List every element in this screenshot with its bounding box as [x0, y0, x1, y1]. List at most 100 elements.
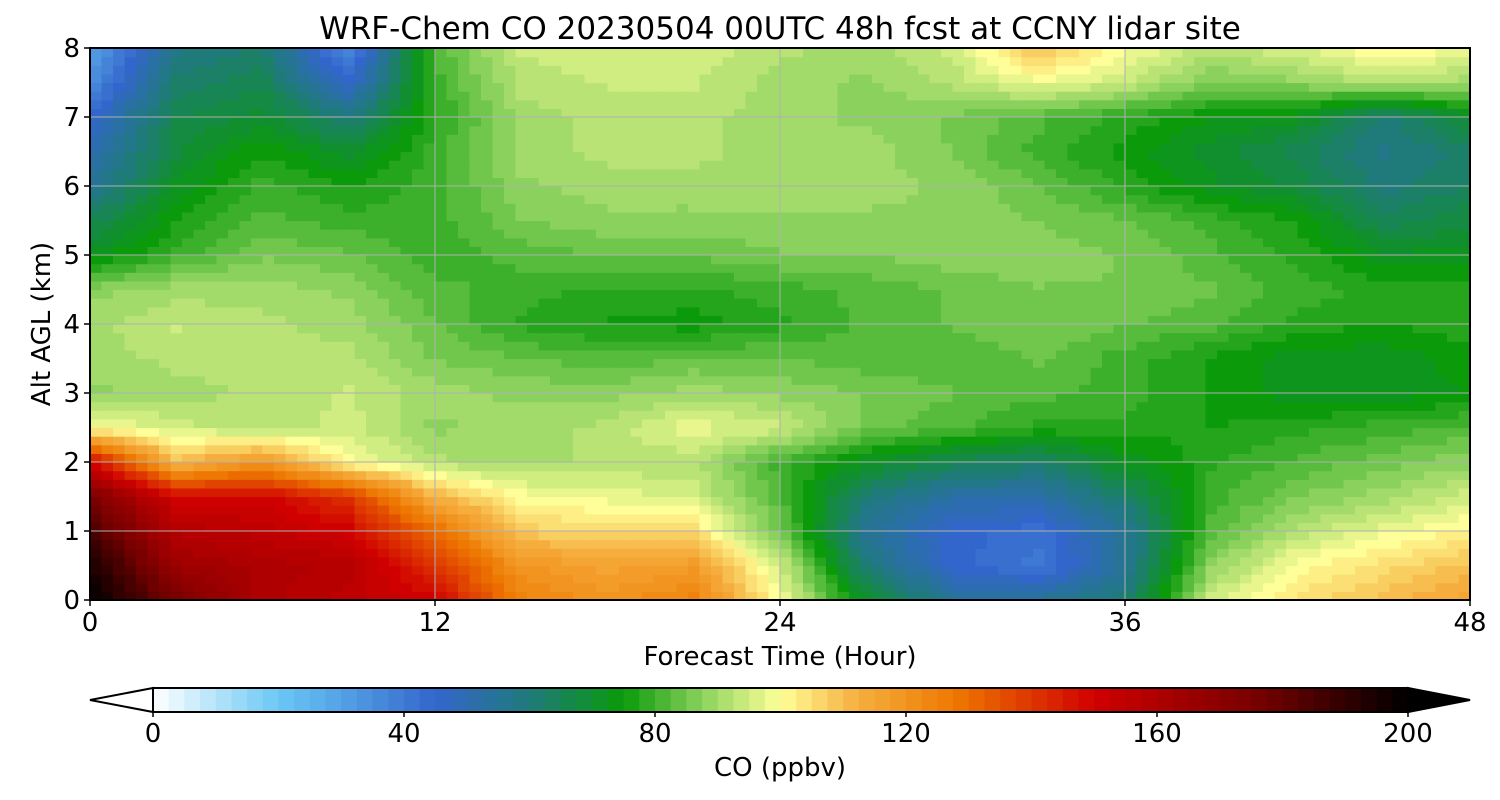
- heatmap-cell: [1228, 367, 1241, 377]
- heatmap-cell: [596, 410, 609, 420]
- heatmap-cell: [182, 306, 195, 316]
- heatmap-cell: [1182, 470, 1195, 480]
- heatmap-cell: [550, 410, 563, 420]
- heatmap-cell: [1228, 505, 1241, 515]
- heatmap-cell: [527, 358, 540, 368]
- heatmap-cell: [251, 470, 264, 480]
- heatmap-cell: [124, 418, 137, 429]
- heatmap-cell: [113, 272, 126, 282]
- heatmap-cell: [906, 289, 919, 299]
- heatmap-cell: [1090, 341, 1103, 351]
- heatmap-cell: [308, 410, 321, 420]
- heatmap-cell: [791, 513, 804, 523]
- heatmap-cell: [1182, 315, 1195, 325]
- heatmap-cell: [228, 556, 241, 567]
- heatmap-cell: [1102, 410, 1115, 420]
- heatmap-cell: [515, 375, 528, 385]
- heatmap-cell: [124, 289, 137, 299]
- heatmap-cell: [1401, 324, 1414, 334]
- heatmap-cell: [1205, 531, 1218, 541]
- heatmap-cell: [573, 539, 586, 549]
- heatmap-cell: [1090, 410, 1103, 420]
- heatmap-cell: [952, 470, 965, 480]
- heatmap-cell: [354, 548, 367, 558]
- heatmap-cell: [113, 470, 126, 480]
- heatmap-cell: [987, 548, 1000, 558]
- heatmap-cell: [389, 444, 402, 454]
- heatmap-cell: [90, 591, 103, 601]
- heatmap-cell: [308, 548, 321, 558]
- heatmap-cell: [170, 556, 183, 567]
- heatmap-cell: [584, 453, 597, 463]
- heatmap-cell: [193, 496, 206, 506]
- heatmap-cell: [205, 255, 218, 265]
- heatmap-cell: [1424, 548, 1437, 558]
- heatmap-cell: [1228, 479, 1241, 489]
- heatmap-cell: [1458, 341, 1471, 351]
- heatmap-cell: [538, 591, 551, 601]
- heatmap-cell: [412, 556, 425, 567]
- heatmap-cell: [389, 367, 402, 377]
- heatmap-cell: [872, 505, 885, 515]
- heatmap-cell: [849, 582, 862, 592]
- heatmap-cell: [872, 332, 885, 342]
- heatmap-cell: [688, 324, 701, 334]
- heatmap-cell: [1079, 591, 1092, 601]
- heatmap-cell: [849, 367, 862, 377]
- heatmap-cell: [998, 453, 1011, 463]
- heatmap-cell: [757, 436, 770, 446]
- heatmap-cell: [1090, 436, 1103, 446]
- heatmap-cell: [1090, 548, 1103, 558]
- heatmap-cell: [872, 574, 885, 584]
- heatmap-cell: [90, 582, 103, 592]
- heatmap-cell: [389, 453, 402, 463]
- heatmap-cell: [274, 367, 287, 377]
- heatmap-cell: [1435, 367, 1448, 377]
- heatmap-cell: [676, 418, 689, 429]
- heatmap-cell: [1113, 418, 1126, 429]
- heatmap-cell: [837, 272, 850, 282]
- heatmap-cell: [573, 272, 586, 282]
- heatmap-cell: [630, 531, 643, 541]
- heatmap-cell: [1228, 410, 1241, 420]
- heatmap-cell: [1033, 349, 1046, 360]
- heatmap-cell: [1056, 427, 1069, 437]
- heatmap-cell: [584, 418, 597, 429]
- heatmap-cell: [159, 384, 172, 394]
- heatmap-cell: [1309, 427, 1322, 437]
- heatmap-cell: [1136, 367, 1149, 377]
- heatmap-cell: [412, 263, 425, 273]
- heatmap-cell: [216, 349, 229, 360]
- heatmap-cell: [435, 591, 448, 601]
- heatmap-cell: [630, 246, 643, 256]
- heatmap-cell: [354, 513, 367, 523]
- heatmap-cell: [1251, 263, 1264, 273]
- heatmap-cell: [1389, 384, 1402, 394]
- heatmap-cell: [1125, 324, 1138, 334]
- heatmap-cell: [1355, 462, 1368, 472]
- heatmap-cell: [1435, 358, 1448, 368]
- heatmap-cell: [423, 375, 436, 385]
- heatmap-cell: [147, 522, 160, 532]
- heatmap-cell: [1366, 298, 1379, 308]
- heatmap-cell: [964, 375, 977, 385]
- heatmap-cell: [90, 375, 103, 385]
- heatmap-cell: [1435, 341, 1448, 351]
- heatmap-cell: [1148, 418, 1161, 429]
- heatmap-cell: [1079, 306, 1092, 316]
- heatmap-cell: [274, 255, 287, 265]
- heatmap-cell: [699, 513, 712, 523]
- heatmap-cell: [1079, 539, 1092, 549]
- heatmap-cell: [412, 470, 425, 480]
- heatmap-cell: [596, 444, 609, 454]
- heatmap-cell: [147, 591, 160, 601]
- heatmap-cell: [1401, 470, 1414, 480]
- heatmap-cell: [596, 393, 609, 403]
- heatmap-cell: [435, 255, 448, 265]
- heatmap-cell: [1067, 556, 1080, 567]
- heatmap-cell: [642, 444, 655, 454]
- heatmap-cell: [1424, 272, 1437, 282]
- heatmap-cell: [1021, 393, 1034, 403]
- heatmap-cell: [159, 341, 172, 351]
- heatmap-cell: [1378, 556, 1391, 567]
